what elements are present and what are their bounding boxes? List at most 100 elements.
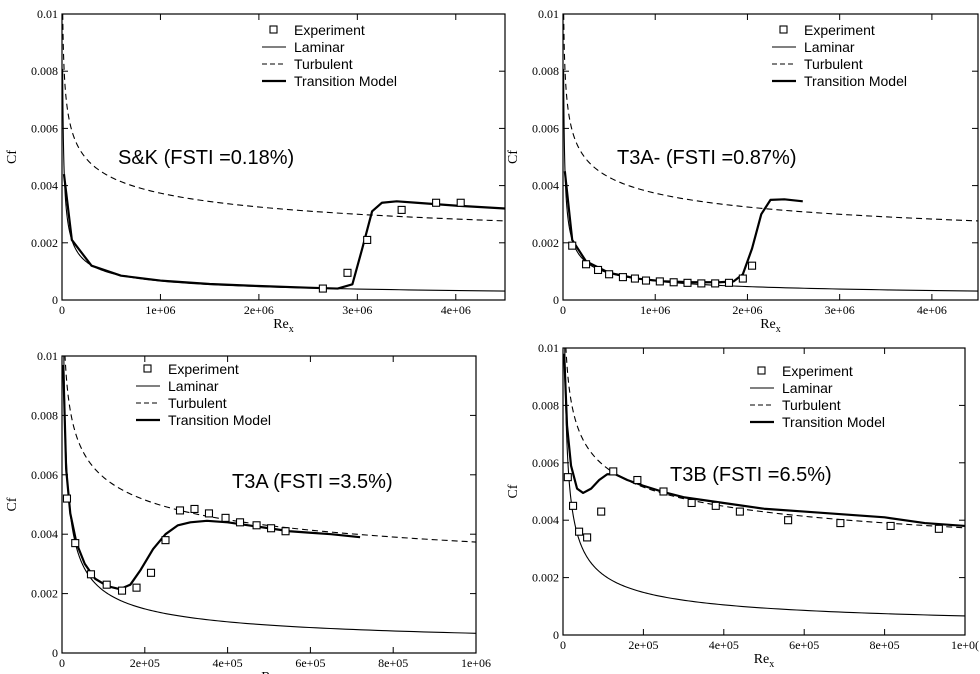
plot-area — [563, 348, 965, 617]
series-laminar — [563, 68, 978, 292]
chart-panel-2: 0 1e+06 2e+06 3e+06 4e+06 0 0.002 0.004 0.006 0.0… — [506, 7, 979, 335]
y-tick-label: 0.006 — [31, 468, 58, 482]
y-tick-label: 0.004 — [532, 179, 559, 193]
x-tick-label: 1e+0( — [951, 638, 979, 652]
legend-label: Experiment — [294, 22, 365, 38]
y-tick-label: 0.002 — [532, 571, 559, 585]
series-transition-model — [62, 364, 361, 591]
y-tick-label: 0.01 — [37, 7, 58, 21]
x-tick-label: 6e+05 — [295, 656, 325, 670]
legend-label: Experiment — [804, 22, 875, 38]
x-tick-label: 1e+06 — [145, 303, 175, 317]
y-tick-label: 0.01 — [538, 341, 559, 355]
experiment-marker — [748, 261, 757, 270]
experiment-marker — [618, 273, 627, 282]
series-transition-model — [563, 171, 803, 284]
plot-frame — [61, 355, 477, 654]
y-tick-label: 0.002 — [31, 587, 58, 601]
experiment-marker — [593, 265, 603, 275]
panel-annotation: T3A- (FSTI =0.87%) — [617, 147, 797, 169]
experiment-marker — [669, 278, 678, 287]
experiment-marker — [886, 521, 895, 530]
x-tick-label: 3e+06 — [825, 303, 855, 317]
x-tick-label: 2e+05 — [628, 638, 658, 652]
experiment-marker — [117, 586, 127, 595]
experiment-marker — [711, 501, 720, 510]
x-tick-label: 6e+05 — [789, 638, 819, 652]
chart-panel-1: 0 1e+06 2e+06 3e+06 4e+06 0 0.002 0.004 0.006 0.0… — [5, 7, 506, 335]
x-tick-label: 3e+06 — [342, 303, 372, 317]
experiment-marker — [267, 524, 276, 533]
series-transition-model — [563, 353, 965, 528]
x-axis-label: Rex — [760, 317, 781, 335]
x-tick-label: 4e+06 — [917, 303, 947, 317]
x-axis-label: Rex — [273, 317, 294, 335]
experiment-marker — [568, 501, 578, 510]
experiment-marker — [190, 504, 199, 514]
x-tick-label: 0 — [560, 638, 566, 652]
y-axis-label: Cf — [506, 150, 521, 164]
legend-label: Transition Model — [804, 73, 907, 89]
experiment-marker — [252, 521, 261, 530]
experiment-marker — [175, 506, 185, 515]
experiment-marker — [655, 277, 664, 286]
legend-marker-experiment — [269, 25, 278, 34]
y-tick-label: 0.006 — [31, 121, 58, 135]
x-tick-label: 0 — [560, 303, 566, 317]
experiment-marker — [432, 198, 441, 207]
series-laminar — [564, 348, 965, 617]
experiment-marker — [784, 516, 793, 525]
experiment-marker — [659, 487, 668, 496]
y-tick-label: 0.006 — [532, 121, 559, 135]
y-tick-label: 0 — [553, 293, 559, 307]
experiment-marker — [456, 198, 465, 207]
x-tick-label: 4e+05 — [709, 638, 739, 652]
y-tick-label: 0.002 — [31, 236, 58, 250]
y-axis-label: Cf — [506, 484, 521, 498]
experiment-marker — [563, 473, 572, 482]
experiment-marker — [582, 260, 591, 269]
y-tick-label: 0.004 — [532, 513, 559, 527]
x-axis-label: Rex — [754, 652, 775, 670]
series-transition-model — [62, 174, 505, 290]
legend-label: Turbulent — [804, 56, 863, 72]
x-axis-label-subscript: x — [289, 324, 294, 335]
experiment-marker — [221, 513, 230, 522]
y-tick-label: 0.006 — [532, 456, 559, 470]
experiment-marker — [597, 507, 606, 516]
y-tick-label: 0.01 — [538, 7, 559, 21]
experiment-marker — [71, 539, 80, 548]
experiment-marker — [724, 278, 734, 287]
plot-area — [62, 356, 476, 634]
experiment-marker — [132, 583, 141, 592]
y-tick-label: 0 — [553, 628, 559, 642]
experiment-marker — [161, 536, 170, 545]
legend-label: Turbulent — [168, 395, 227, 411]
experiment-marker — [343, 268, 352, 277]
y-tick-label: 0.008 — [31, 64, 58, 78]
x-tick-label: 8e+05 — [378, 656, 408, 670]
experiment-marker — [738, 274, 747, 283]
chart-panel-3: 0 2e+05 4e+05 6e+05 8e+05 1e+06 0 0.002 0.004 0.0… — [5, 349, 491, 674]
legend-label: Laminar — [804, 39, 855, 55]
experiment-marker — [583, 533, 592, 542]
experiment-marker — [363, 235, 372, 244]
experiment-marker — [711, 279, 720, 288]
panel-annotation: S&K (FSTI =0.18%) — [118, 147, 294, 169]
legend-label: Transition Model — [168, 412, 271, 428]
experiment-marker — [641, 276, 651, 285]
y-tick-label: 0.01 — [37, 349, 58, 363]
experiment-marker — [609, 467, 618, 476]
y-tick-label: 0.004 — [31, 179, 58, 193]
x-tick-label: 0 — [59, 656, 65, 670]
experiment-marker — [146, 568, 156, 577]
panel-annotation: T3A (FSTI =3.5%) — [232, 471, 393, 493]
x-tick-label: 4e+05 — [213, 656, 243, 670]
experiment-marker — [934, 524, 943, 533]
legend-label: Turbulent — [782, 397, 841, 413]
experiment-marker — [235, 518, 245, 527]
experiment-marker — [633, 475, 642, 485]
